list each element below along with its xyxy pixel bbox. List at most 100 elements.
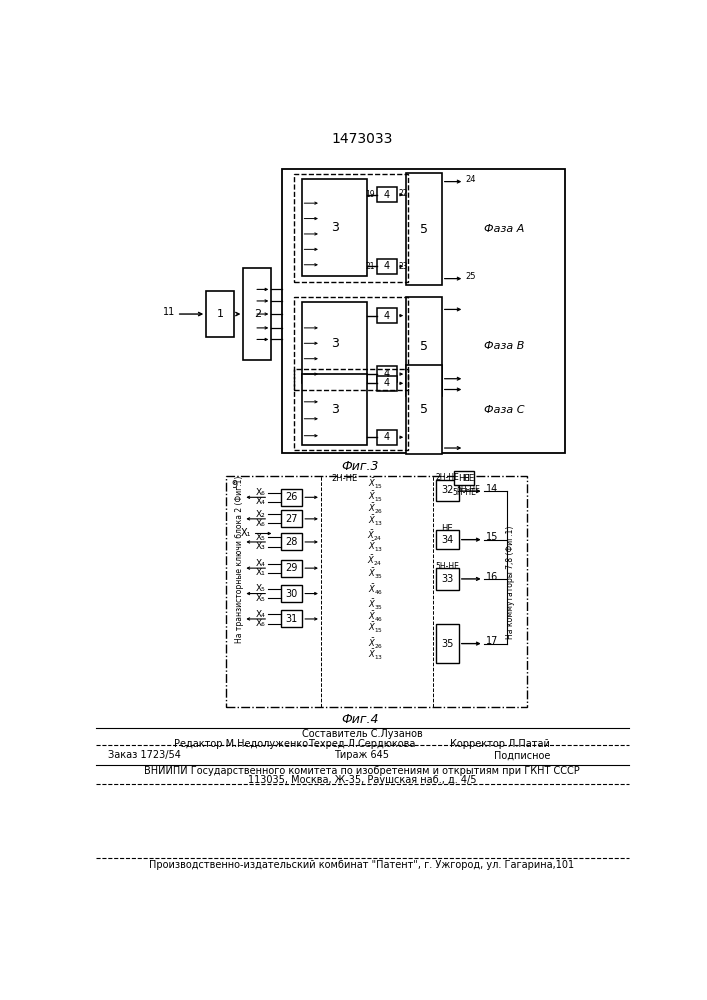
Text: 27: 27: [285, 514, 298, 524]
Text: 11: 11: [163, 307, 175, 317]
Text: 4: 4: [384, 378, 390, 388]
Text: 19: 19: [366, 190, 375, 199]
Text: $\bar{X}_{24}$: $\bar{X}_{24}$: [368, 529, 382, 543]
Bar: [281, 489, 303, 506]
Text: $\bar{X}_{24}$: $\bar{X}_{24}$: [368, 553, 382, 568]
Text: 4: 4: [384, 261, 390, 271]
Bar: [406, 297, 442, 396]
Text: X₁: X₁: [255, 568, 265, 577]
Text: На транзисторные ключи блока 2 (Фиг.1): На транзисторные ключи блока 2 (Фиг.1): [235, 475, 244, 643]
Text: ВНИИПИ Государственного комитета по изобретениям и открытиям при ГКНТ СССР: ВНИИПИ Государственного комитета по изоб…: [144, 766, 580, 776]
Text: $\bar{X}_{26}$: $\bar{X}_{26}$: [368, 636, 382, 651]
Text: 29: 29: [285, 563, 298, 573]
Text: Редактор М.Недолуженко: Редактор М.Недолуженко: [174, 739, 308, 749]
Text: 33: 33: [441, 574, 453, 584]
Bar: [282, 169, 565, 453]
Bar: [436, 530, 459, 549]
Text: 32: 32: [441, 485, 453, 495]
Text: 23: 23: [398, 262, 408, 271]
Bar: [377, 376, 397, 391]
Text: 4: 4: [384, 369, 390, 379]
Text: 2: 2: [254, 309, 261, 319]
Text: 1473033: 1473033: [332, 132, 392, 146]
Text: 2H-HE: 2H-HE: [436, 473, 459, 482]
Text: X₄: X₄: [255, 559, 265, 568]
Text: Подписное: Подписное: [494, 750, 550, 760]
Bar: [406, 365, 442, 454]
Text: $\bar{X}_{46}$: $\bar{X}_{46}$: [368, 610, 382, 624]
Text: $\bar{X}_{13}$: $\bar{X}_{13}$: [368, 513, 382, 528]
Text: X₃: X₃: [255, 542, 265, 551]
Text: Фаза A: Фаза A: [484, 224, 524, 234]
Bar: [293, 369, 409, 450]
Text: Заказ 1723/54: Заказ 1723/54: [107, 750, 180, 760]
Text: Фаза B: Фаза B: [484, 341, 524, 351]
Bar: [377, 187, 397, 202]
Text: 5H-HE: 5H-HE: [456, 485, 480, 494]
Text: X₁: X₁: [240, 528, 251, 538]
Text: На коммутаторы 7,8 (Фиг.1): На коммутаторы 7,8 (Фиг.1): [506, 525, 515, 639]
Bar: [436, 624, 459, 663]
Bar: [377, 366, 397, 382]
Bar: [301, 374, 368, 445]
Bar: [226, 476, 527, 707]
Text: Фиг.4: Фиг.4: [341, 713, 378, 726]
Text: 4: 4: [384, 432, 390, 442]
Bar: [436, 568, 459, 590]
Text: $\bar{X}_{15}$: $\bar{X}_{15}$: [368, 476, 382, 491]
Text: 5H-HE: 5H-HE: [452, 488, 477, 497]
Text: 35: 35: [441, 639, 453, 649]
Text: 4: 4: [384, 311, 390, 321]
Text: 17: 17: [486, 636, 498, 646]
Bar: [301, 179, 368, 276]
Text: 25: 25: [466, 272, 477, 281]
Bar: [281, 510, 303, 527]
Text: X₄: X₄: [255, 497, 265, 506]
Text: 113035, Москва, Ж-35, Раушская наб., д. 4/5: 113035, Москва, Ж-35, Раушская наб., д. …: [247, 775, 477, 785]
Text: $\bar{X}_{35}$: $\bar{X}_{35}$: [368, 598, 382, 612]
Text: 21: 21: [366, 262, 375, 271]
Bar: [281, 533, 303, 550]
Text: X₅: X₅: [255, 533, 265, 542]
Text: 5: 5: [420, 403, 428, 416]
Bar: [293, 297, 409, 389]
Text: 3: 3: [331, 403, 339, 416]
Text: $\bar{X}_{15}$: $\bar{X}_{15}$: [368, 621, 382, 635]
Text: 5: 5: [420, 340, 428, 353]
Bar: [406, 173, 442, 285]
Text: $\bar{X}_{13}$: $\bar{X}_{13}$: [368, 648, 382, 662]
Text: X₂: X₂: [255, 510, 265, 519]
Text: $\bar{X}_{35}$: $\bar{X}_{35}$: [368, 567, 382, 581]
Text: X₆: X₆: [255, 488, 265, 497]
Text: 31: 31: [286, 614, 298, 624]
Text: 24: 24: [466, 175, 477, 184]
Bar: [377, 308, 397, 323]
Text: X₄: X₄: [255, 610, 265, 619]
Text: 5H-НЕ: 5H-НЕ: [436, 562, 459, 571]
Bar: [454, 471, 474, 485]
Text: Фаза C: Фаза C: [484, 405, 524, 415]
Text: 26: 26: [285, 492, 298, 502]
Bar: [206, 291, 234, 337]
Text: Тираж 645: Тираж 645: [334, 750, 390, 760]
Text: Составитель С.Лузанов: Составитель С.Лузанов: [302, 729, 422, 739]
Text: 34: 34: [441, 535, 453, 545]
Bar: [377, 259, 397, 274]
Text: 4: 4: [384, 190, 390, 200]
Text: 15: 15: [486, 532, 498, 542]
Text: 3: 3: [331, 221, 339, 234]
Bar: [436, 480, 459, 501]
Text: HE: HE: [458, 474, 470, 483]
Text: $\bar{X}_{26}$: $\bar{X}_{26}$: [368, 502, 382, 516]
Bar: [293, 174, 409, 282]
Bar: [281, 585, 303, 602]
Bar: [377, 430, 397, 445]
Text: Производственно-издательский комбинат "Патент", г. Ужгород, ул. Гагарина,101: Производственно-издательский комбинат "П…: [149, 860, 575, 870]
Text: Корректор Л.Патай: Корректор Л.Патай: [450, 739, 550, 749]
Text: 16: 16: [486, 572, 498, 582]
Text: $\bar{X}_{46}$: $\bar{X}_{46}$: [368, 583, 382, 597]
Text: 9: 9: [231, 480, 237, 490]
Text: 22: 22: [398, 189, 408, 198]
Text: 5: 5: [420, 223, 428, 236]
Text: HE: HE: [462, 474, 474, 483]
